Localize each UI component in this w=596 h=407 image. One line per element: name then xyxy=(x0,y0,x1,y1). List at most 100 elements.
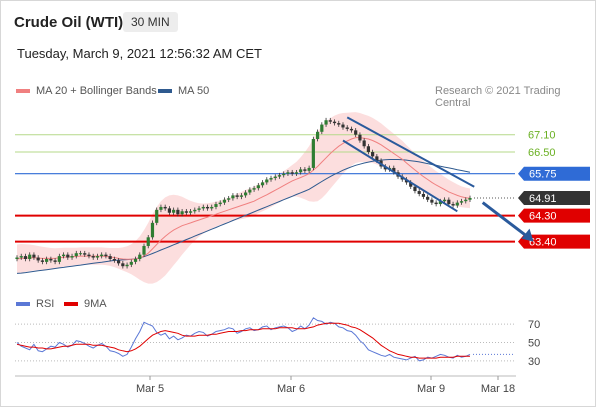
candle-body xyxy=(100,254,104,257)
ma9-label: 9MA xyxy=(84,298,107,310)
candle-body xyxy=(104,254,108,257)
candle-body xyxy=(358,134,362,141)
candle-body xyxy=(210,206,214,209)
ma20-swatch xyxy=(16,89,30,94)
candle-body xyxy=(417,191,421,194)
candle-body xyxy=(70,256,74,258)
timeframe-badge[interactable]: 30 MIN xyxy=(123,12,178,32)
candle-body xyxy=(447,199,451,205)
candle-body xyxy=(434,202,438,205)
candle-body xyxy=(409,182,413,187)
ma50-swatch xyxy=(158,89,172,94)
candle-body xyxy=(413,186,417,192)
candle-body xyxy=(87,254,91,257)
candle-body xyxy=(32,254,36,258)
chart-credit: Research © 2021 Trading Central xyxy=(435,85,561,109)
candle-body xyxy=(146,237,150,246)
candle-body xyxy=(430,199,434,203)
candle-body xyxy=(362,140,366,147)
candle-body xyxy=(252,188,256,190)
badge-text-65.75: 65.75 xyxy=(529,169,557,181)
candle-body xyxy=(294,172,299,174)
candle-body xyxy=(95,256,100,258)
candle-body xyxy=(142,245,146,255)
candle-body xyxy=(303,169,307,171)
candle-body xyxy=(133,258,138,262)
x-tick-Mar-6: Mar 6 xyxy=(277,383,305,395)
candle-body xyxy=(188,211,193,213)
candle-body xyxy=(426,196,430,200)
candle-body xyxy=(125,264,129,267)
candle-body xyxy=(218,202,222,205)
candle-body xyxy=(341,124,345,128)
candle-body xyxy=(222,199,227,203)
candle-body xyxy=(265,179,269,183)
candle-body xyxy=(371,152,375,157)
candle-body xyxy=(159,206,163,210)
candle-body xyxy=(112,258,116,261)
candle-body xyxy=(324,120,328,125)
ma50-label: MA 50 xyxy=(178,85,210,97)
candle-body xyxy=(468,197,472,200)
chart-datetime: Tuesday, March 9, 2021 12:56:32 AM CET xyxy=(17,46,262,61)
candle-body xyxy=(23,256,28,259)
bollinger-band xyxy=(17,112,470,284)
candle-body xyxy=(311,139,315,168)
candle-body xyxy=(442,199,447,202)
candle-body xyxy=(108,256,112,259)
badge-65.75 xyxy=(518,166,590,181)
candle-body xyxy=(269,178,273,180)
candle-body xyxy=(286,172,290,174)
candle-body xyxy=(315,131,320,140)
candle-body xyxy=(150,222,155,238)
candle-body xyxy=(328,120,332,122)
candle-body xyxy=(337,123,341,125)
candle-body xyxy=(45,258,49,262)
candle-body xyxy=(91,256,95,258)
candle-body xyxy=(176,209,180,215)
candle-body xyxy=(354,130,358,135)
candle-body xyxy=(464,199,468,202)
badge-63.40 xyxy=(518,234,590,249)
candle-body xyxy=(117,260,121,264)
rsi-swatch xyxy=(16,302,30,307)
candle-body xyxy=(214,204,218,207)
x-tick-Mar-9: Mar 9 xyxy=(417,383,445,395)
channel-line-2 xyxy=(342,139,458,213)
candle-body xyxy=(349,128,354,131)
legend-ma50: MA 50 xyxy=(158,85,209,97)
candle-body xyxy=(366,146,370,153)
forecast-arrow-head xyxy=(521,228,534,242)
candle-body xyxy=(299,169,303,173)
candle-body xyxy=(40,260,45,262)
candle-body xyxy=(438,201,442,205)
candle-body xyxy=(455,202,459,206)
candle-body xyxy=(66,254,70,258)
candle-body xyxy=(155,209,159,223)
candle-body xyxy=(163,206,167,209)
candle-body xyxy=(205,206,210,209)
candle-body xyxy=(451,204,455,206)
candle-body xyxy=(57,256,61,262)
ma50-line xyxy=(16,159,471,274)
candle-body xyxy=(78,253,83,255)
candle-body xyxy=(282,173,286,176)
forecast-arrow-shaft xyxy=(481,201,529,238)
candle-body xyxy=(248,189,252,193)
candle-body xyxy=(49,258,53,261)
candle-body xyxy=(392,167,396,173)
candle-body xyxy=(129,261,133,265)
candle-body xyxy=(235,195,239,197)
candle-body xyxy=(244,192,248,196)
candle-body xyxy=(74,253,78,257)
candle-body xyxy=(290,172,294,174)
candle-body xyxy=(273,176,277,179)
candle-body xyxy=(201,206,205,209)
candle-body xyxy=(345,127,349,129)
candle-body xyxy=(239,195,243,197)
candle-body xyxy=(167,208,172,213)
candle-body xyxy=(180,211,184,215)
candle-body xyxy=(383,166,387,170)
rsi-tick-30: 30 xyxy=(528,356,540,368)
candle-body xyxy=(19,256,23,258)
